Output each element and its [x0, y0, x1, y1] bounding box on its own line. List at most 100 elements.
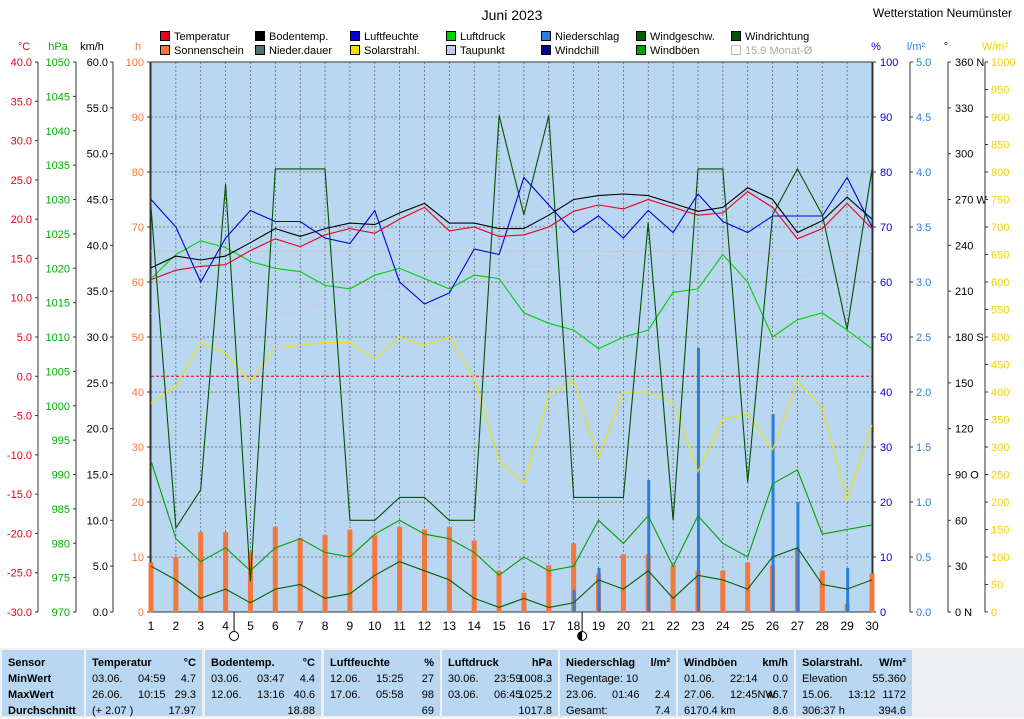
- series-line-luftfeuchte: [150, 176, 873, 305]
- stats-cell-label: 03.06.: [92, 673, 123, 685]
- stats-cell-value: 4.7: [180, 673, 196, 685]
- legend-label: Windchill: [555, 45, 600, 57]
- stats-cell-value: 55.360: [872, 673, 906, 685]
- stats-section-unit: km/h: [762, 657, 788, 669]
- x-tick-label: 28: [816, 619, 830, 633]
- hours-tick-label: 60: [132, 277, 144, 289]
- station-name: Wetterstation Neumünster: [872, 6, 1012, 20]
- series-line-taupunkt: [150, 246, 873, 346]
- stats-cell-value: 98: [421, 689, 434, 701]
- legend-label: Niederschlag: [555, 31, 620, 43]
- solar-tick-label: 500: [991, 332, 1009, 344]
- stats-cell-label: 27.06.: [684, 689, 715, 701]
- series-line-bodentemp: [150, 187, 873, 269]
- precipitation-bar: [771, 414, 775, 612]
- rain-tick-label: 3.0: [916, 277, 931, 289]
- wind-tick-label: 25.0: [87, 378, 108, 390]
- stats-label-avg: Durchschnitt: [8, 705, 76, 717]
- rain-tick-label: 4.5: [916, 112, 931, 124]
- stats-label-min: MinWert: [8, 673, 52, 685]
- stats-section-header: Bodentemp. °C: [211, 656, 315, 671]
- statistics-table: Sensor MinWert MaxWert Durchschnitt Temp…: [0, 648, 1024, 718]
- direction-tick-label: 240: [955, 240, 973, 252]
- wind-tick-label: 35.0: [87, 286, 108, 298]
- humidity-tick-label: 90: [880, 112, 892, 124]
- x-tick-label: 15: [492, 619, 506, 633]
- pressure-tick-label: 1000: [46, 401, 70, 413]
- stats-max-row: 17.06. 05:58 98: [330, 688, 434, 703]
- stats-section: Luftfeuchte% 12.06. 15:25 27 17.06. 05:58 98 69: [324, 650, 440, 719]
- legend-label: Luftfeuchte: [364, 31, 419, 43]
- series-line-luftdruck: [150, 240, 873, 350]
- stats-header-sensor: Sensor: [8, 657, 46, 669]
- x-tick-label: 2: [173, 619, 180, 633]
- x-tick-label: 25: [741, 619, 755, 633]
- temp-tick-label: 35.0: [11, 96, 32, 108]
- solar-tick-label: 450: [991, 360, 1009, 372]
- legend-swatch: [636, 45, 646, 55]
- rain-tick-label: 5.0: [916, 57, 931, 69]
- direction-tick-label: 360 N: [955, 57, 984, 69]
- stats-cell-label: 03.06.: [211, 673, 242, 685]
- pressure-tick-label: 1020: [46, 263, 70, 275]
- stats-cell-value: 46.7: [766, 689, 788, 701]
- stats-cell-time: 01:46: [612, 689, 640, 701]
- pressure-tick-label: 975: [52, 573, 70, 585]
- sunshine-bar: [620, 554, 626, 612]
- x-tick-label: 8: [322, 619, 329, 633]
- sunshine-bar: [571, 543, 577, 612]
- stats-section-unit: hPa: [531, 657, 552, 669]
- pressure-tick-label: 1035: [46, 160, 70, 172]
- sunshine-bar: [173, 557, 179, 612]
- stats-section-title: Niederschlag: [566, 657, 636, 669]
- pressure-tick-label: 1025: [46, 229, 70, 241]
- humidity-tick-label: 0: [880, 607, 886, 619]
- stats-cell-label: Elevation: [802, 673, 848, 685]
- stats-cell-value: 2.4: [654, 689, 670, 701]
- stats-max-row: 12.06. 13:16 40.6: [211, 688, 315, 703]
- legend-label: Bodentemp.: [269, 31, 329, 43]
- legend-label: 15.9 Monat-Ø: [745, 45, 813, 57]
- hours-tick-label: 20: [132, 497, 144, 509]
- stats-section-title: Luftfeuchte: [330, 657, 390, 669]
- humidity-axis-unit: %: [871, 41, 881, 53]
- legend-item: Taupunkt: [446, 45, 505, 58]
- sunshine-bar: [198, 532, 204, 612]
- stats-min-row: 12.06. 15:25 27: [330, 672, 434, 687]
- stats-section-title: Solarstrahl.: [802, 657, 863, 669]
- x-tick-label: 29: [840, 619, 854, 633]
- legend-swatch: [636, 31, 646, 41]
- temp-tick-label: 0.0: [17, 371, 32, 383]
- temp-tick-label: -15.0: [7, 489, 32, 501]
- stats-cell-time: 15:25: [376, 673, 404, 685]
- x-tick-label: 20: [617, 619, 631, 633]
- x-tick-label: 11: [393, 619, 406, 633]
- stats-cell-label: 12.06.: [330, 673, 361, 685]
- stats-avg-row: (+ 2.07 ) 17.97: [92, 704, 196, 719]
- series-line-solarstrahl: [150, 336, 873, 502]
- rain-tick-label: 0.5: [916, 552, 931, 564]
- stats-max-row: 15.06. 13:12 1172: [802, 688, 906, 703]
- x-tick-label: 17: [542, 619, 556, 633]
- legend-label: Temperatur: [174, 31, 230, 43]
- legend-swatch: [446, 45, 456, 55]
- stats-cell-value: 7.4: [654, 705, 670, 717]
- stats-cell-label: 03.06.: [448, 689, 479, 701]
- legend-label: Windböen: [650, 45, 700, 57]
- legend-label: Windrichtung: [745, 31, 810, 43]
- direction-tick-label: 150: [955, 378, 973, 390]
- stats-section-title: Windböen: [684, 657, 738, 669]
- legend-label: Taupunkt: [460, 45, 505, 57]
- stats-section-unit: °C: [302, 657, 315, 669]
- legend-label: Windgeschw.: [650, 31, 715, 43]
- stats-avg-row: 69: [330, 704, 434, 719]
- stats-section-header: Temperatur °C: [92, 656, 196, 671]
- stats-section-title: Bodentemp.: [211, 657, 275, 669]
- humidity-tick-label: 100: [880, 57, 898, 69]
- stats-cell-value: 394.6: [878, 705, 906, 717]
- temp-tick-label: -10.0: [7, 450, 32, 462]
- direction-tick-label: 120: [955, 424, 973, 436]
- stats-section: Temperatur °C 03.06. 04:59 4.7 26.06. 10:15 29.…: [86, 650, 202, 719]
- solar-tick-label: 250: [991, 470, 1009, 482]
- wind-tick-label: 55.0: [87, 103, 108, 115]
